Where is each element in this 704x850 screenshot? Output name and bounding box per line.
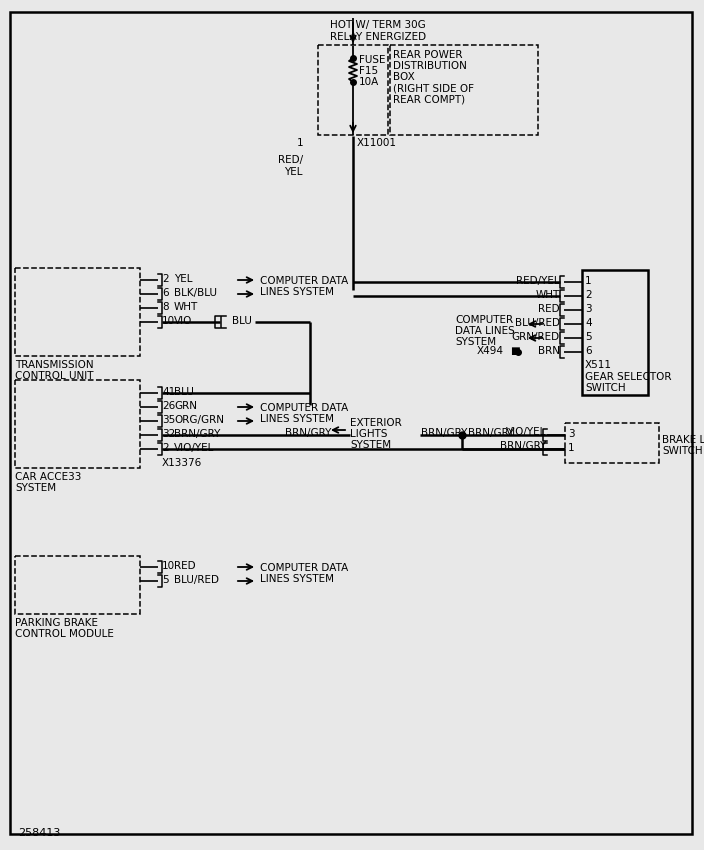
Text: CAR ACCE33: CAR ACCE33 [15,472,82,482]
Text: COMPUTER: COMPUTER [455,315,513,325]
Text: REAR COMPT): REAR COMPT) [393,94,465,104]
Text: REAR POWER: REAR POWER [393,50,463,60]
Text: VIO: VIO [174,316,192,326]
Text: X494: X494 [477,346,504,356]
Text: BRN/GRY: BRN/GRY [500,441,546,451]
Text: BRAKE LIGHT: BRAKE LIGHT [662,435,704,445]
Text: FUSE: FUSE [359,55,386,65]
Text: 2: 2 [585,290,591,300]
Text: RED: RED [539,304,560,314]
Text: BOX: BOX [393,72,415,82]
Text: 32: 32 [162,429,175,439]
Text: 35: 35 [162,415,175,425]
Text: 8: 8 [162,302,169,312]
Text: YEL: YEL [284,167,303,177]
Text: X13376: X13376 [162,458,202,468]
Text: WHT: WHT [174,302,199,312]
Bar [15,268,140,356]
Text: EXTERIOR: EXTERIOR [350,418,402,428]
Text: RED: RED [174,561,196,571]
Text: LINES SYSTEM: LINES SYSTEM [260,574,334,584]
Text: BRN/GRY: BRN/GRY [285,428,332,438]
Bar [15,556,140,614]
Text: X511: X511 [585,360,612,370]
Text: COMPUTER DATA: COMPUTER DATA [260,563,348,573]
Text: 3: 3 [585,304,591,314]
Text: WHT: WHT [536,290,560,300]
Text: RELAY ENERGIZED: RELAY ENERGIZED [330,32,426,42]
Text: COMPUTER DATA: COMPUTER DATA [260,276,348,286]
Text: GRN/RED: GRN/RED [512,332,560,342]
Text: LINES SYSTEM: LINES SYSTEM [260,287,334,297]
Text: 2: 2 [162,443,169,453]
Text: CONTROL UNIT: CONTROL UNIT [15,371,94,381]
Bar [582,270,648,395]
Text: X11001: X11001 [357,138,397,148]
Text: BRN/GRY: BRN/GRY [174,429,220,439]
Text: 10: 10 [162,561,175,571]
Text: F15: F15 [359,66,378,76]
Text: CONTROL MODULE: CONTROL MODULE [15,629,114,639]
Text: 2: 2 [162,274,169,284]
Text: 4: 4 [585,318,591,328]
Text: BLU/RED: BLU/RED [515,318,560,328]
Bar [565,423,659,463]
Bar [390,45,538,135]
Text: ORG/GRN: ORG/GRN [174,415,224,425]
Text: (RIGHT SIDE OF: (RIGHT SIDE OF [393,83,474,93]
Text: VIO/YEL: VIO/YEL [505,427,546,437]
Text: 26: 26 [162,401,175,411]
Text: SWITCH: SWITCH [662,446,703,456]
Text: BRN/GRY: BRN/GRY [468,428,515,438]
Text: TRANSMISSION: TRANSMISSION [15,360,94,370]
Text: 5: 5 [162,575,169,585]
Text: PARKING BRAKE: PARKING BRAKE [15,618,98,628]
Text: BLU: BLU [232,316,252,326]
Text: BLK/BLU: BLK/BLU [174,288,217,298]
Text: YEL: YEL [174,274,192,284]
Text: LINES SYSTEM: LINES SYSTEM [260,414,334,424]
Text: 1: 1 [296,138,303,148]
Text: 1: 1 [585,276,591,286]
Text: SYSTEM: SYSTEM [350,440,391,450]
Text: 258413: 258413 [18,828,61,838]
Text: 6: 6 [585,346,591,356]
Text: 6: 6 [162,288,169,298]
Text: ■: ■ [510,346,520,356]
Text: BLU: BLU [174,387,194,397]
Text: DISTRIBUTION: DISTRIBUTION [393,61,467,71]
Bar [15,380,140,468]
Text: RED/YEL: RED/YEL [516,276,560,286]
Text: LIGHTS: LIGHTS [350,429,387,439]
Text: 3: 3 [568,429,574,439]
Text: SYSTEM: SYSTEM [15,483,56,493]
Text: GRN: GRN [174,401,197,411]
Text: GEAR SELECTOR: GEAR SELECTOR [585,372,672,382]
Text: HOT W/ TERM 30G: HOT W/ TERM 30G [330,20,426,30]
Bar [318,45,388,135]
Text: RED/: RED/ [278,155,303,165]
Text: BRN/GRY: BRN/GRY [421,428,467,438]
Text: BRN: BRN [538,346,560,356]
Text: DATA LINES: DATA LINES [455,326,515,336]
Text: BLU/RED: BLU/RED [174,575,219,585]
Text: 10A: 10A [359,77,379,87]
Text: SWITCH: SWITCH [585,383,626,393]
Text: 10: 10 [162,316,175,326]
Text: VIO/YEL: VIO/YEL [174,443,215,453]
Text: 1: 1 [568,443,574,453]
Text: COMPUTER DATA: COMPUTER DATA [260,403,348,413]
Text: 41: 41 [162,387,175,397]
Text: SYSTEM: SYSTEM [455,337,496,347]
Text: 5: 5 [585,332,591,342]
